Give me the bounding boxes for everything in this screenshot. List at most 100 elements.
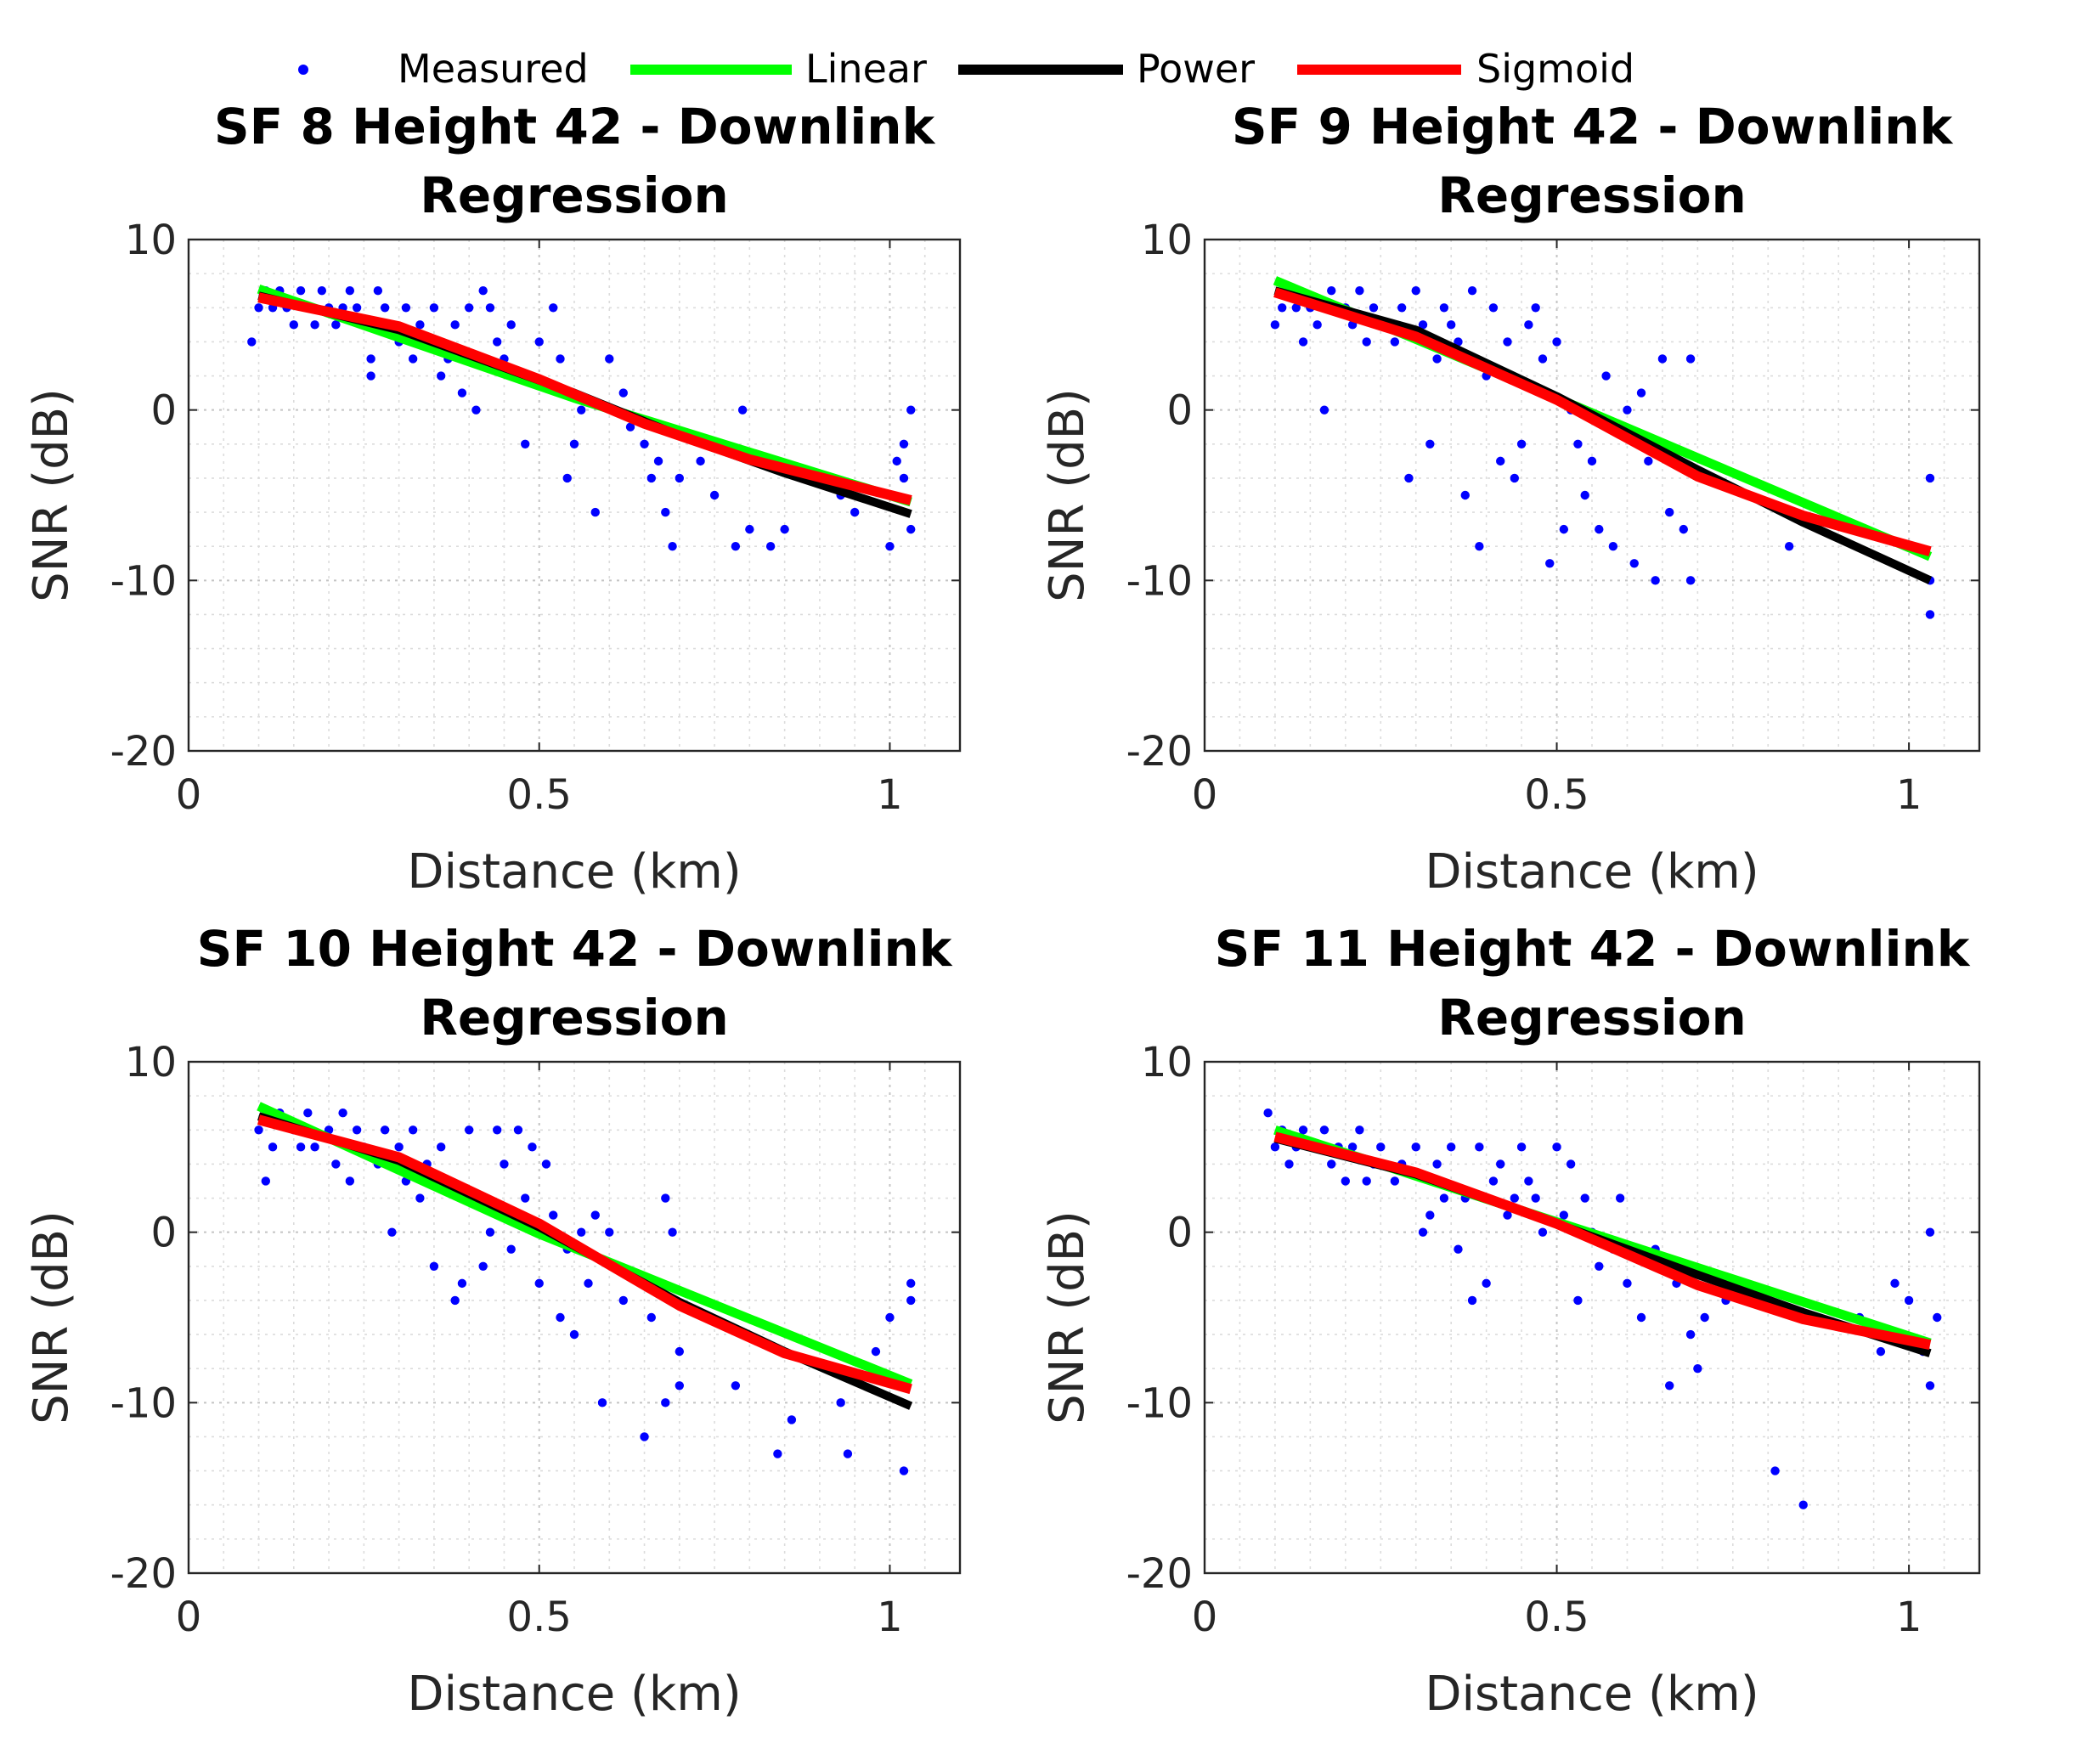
y-tick-label: 0 [150, 387, 177, 435]
measured-point [1538, 354, 1548, 364]
subplot-3: 0 0.5 1 -20 -10 0 10 SF 10 Height 42 - Downlink… [24, 920, 962, 1722]
measured-point [1657, 354, 1668, 364]
measured-point [675, 1381, 685, 1391]
measured-point [1615, 1193, 1625, 1203]
measured-point [892, 456, 901, 466]
measured-point [1510, 1193, 1520, 1203]
measured-point [1665, 507, 1674, 517]
measured-point [709, 490, 720, 500]
measured-point [408, 354, 418, 364]
measured-point [310, 320, 319, 330]
measured-point [1482, 1278, 1491, 1289]
subplot-title-line-2: Regression [420, 166, 729, 224]
measured-point [1454, 1244, 1463, 1254]
measured-point [640, 1432, 649, 1441]
y-tick-label: 10 [125, 1039, 177, 1086]
legend-label-sigmoid: Sigmoid [1476, 46, 1634, 92]
measured-point [731, 542, 741, 551]
x-axis-label: Distance (km) [1425, 1667, 1758, 1722]
measured-point [906, 405, 916, 415]
measured-point [450, 1295, 460, 1306]
measured-point [661, 1193, 670, 1203]
measured-point [1425, 1210, 1435, 1220]
measured-point [562, 473, 572, 483]
measured-point [1890, 1278, 1900, 1289]
subplot-title-line-2: Regression [1437, 166, 1747, 224]
measured-point [549, 303, 558, 313]
measured-point [1425, 439, 1435, 448]
measured-point [1404, 473, 1414, 483]
measured-point [1665, 1381, 1674, 1391]
measured-point [1925, 1381, 1935, 1391]
measured-point [1341, 1176, 1351, 1186]
measured-point [668, 542, 677, 551]
y-tick-label: -10 [1126, 1379, 1193, 1427]
measured-point [1439, 303, 1449, 313]
measured-point [850, 507, 860, 517]
measured-point [1636, 1312, 1646, 1323]
measured-point [345, 1176, 355, 1186]
measured-point [1298, 337, 1308, 347]
measured-point [478, 1261, 488, 1272]
legend-label-measured: Measured [398, 46, 589, 92]
measured-point [1933, 1312, 1942, 1323]
measured-point [1263, 1108, 1273, 1118]
measured-point [1411, 1142, 1420, 1152]
x-axis-label: Distance (km) [407, 1667, 741, 1722]
y-tick-label: -20 [1126, 1550, 1193, 1598]
measured-point [605, 1227, 614, 1237]
x-tick-label: 0 [176, 771, 202, 819]
measured-point [457, 1278, 467, 1289]
measured-point [569, 1329, 579, 1340]
x-tick-label: 1 [877, 771, 903, 819]
measured-point [500, 1159, 509, 1169]
measured-point [1454, 337, 1463, 347]
measured-point [1636, 388, 1646, 398]
measured-point [675, 1346, 685, 1357]
measured-point [661, 507, 670, 517]
y-tick-label: -10 [1126, 557, 1193, 605]
measured-point [577, 405, 586, 415]
measured-point [584, 1278, 593, 1289]
series-line-sigmoid [1273, 287, 1932, 556]
series-line-sigmoid [257, 292, 912, 505]
legend-label-linear: Linear [805, 46, 927, 92]
measured-point [1418, 320, 1428, 330]
measured-point [387, 1227, 397, 1237]
measured-point [1524, 1176, 1533, 1186]
measured-point [506, 1244, 516, 1254]
measured-point [1488, 1176, 1499, 1186]
measured-point [765, 542, 776, 551]
measured-point [408, 1125, 418, 1135]
ticks: 0 0.5 1 -20 -10 0 10 [110, 217, 960, 819]
measured-point [1573, 439, 1583, 448]
measured-point [429, 303, 439, 313]
measured-point [618, 388, 628, 398]
measured-point [1496, 1159, 1505, 1169]
measured-point [1573, 1295, 1583, 1306]
x-tick-label: 0.5 [1524, 1594, 1589, 1641]
measured-point [261, 1176, 270, 1186]
measured-point [1432, 354, 1442, 364]
measured-point [1608, 542, 1618, 551]
measured-point [1390, 1176, 1400, 1186]
measured-point [366, 371, 375, 381]
measured-point [1601, 371, 1611, 381]
y-tick-label: 0 [1166, 387, 1193, 435]
y-axis-label: SNR (dB) [1040, 388, 1095, 602]
y-axis-label: SNR (dB) [24, 388, 79, 602]
measured-point [1798, 1500, 1808, 1509]
measured-point [1566, 1159, 1576, 1169]
measured-point [1925, 473, 1935, 483]
measured-point [352, 1125, 362, 1135]
measured-point [394, 1142, 404, 1152]
measured-point [1397, 303, 1407, 313]
ticks: 0 0.5 1 -20 -10 0 10 [1126, 217, 1979, 819]
measured-point [478, 286, 488, 296]
measured-point [1439, 1193, 1449, 1203]
measured-point [1362, 1176, 1371, 1186]
measured-point [1538, 1227, 1548, 1237]
subplot-4: 0 0.5 1 -20 -10 0 10 SF 11 Height 42 - Downlink… [1040, 920, 1981, 1722]
measured-point [625, 422, 635, 432]
